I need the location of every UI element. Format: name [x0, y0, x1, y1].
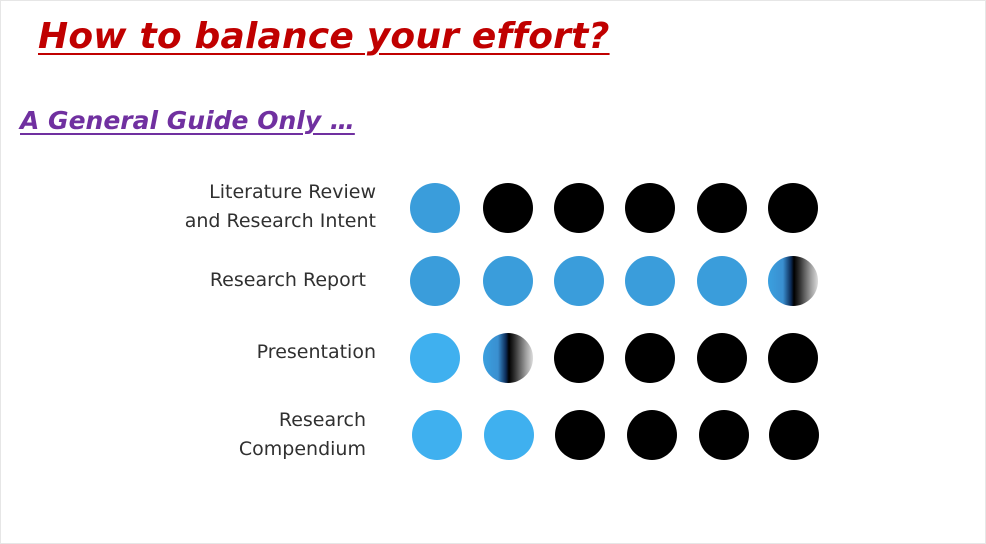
effort-dot-black [769, 410, 819, 460]
effort-dot-black [483, 183, 533, 233]
row-label-line: Compendium [238, 438, 366, 460]
effort-dot-partial [768, 256, 818, 306]
effort-dot-light [484, 410, 534, 460]
effort-dot-black [554, 333, 604, 383]
effort-dot-blue [625, 256, 675, 306]
effort-dot-black [697, 183, 747, 233]
effort-dot-light [412, 410, 462, 460]
effort-dot-blue [483, 256, 533, 306]
row-label-line: Literature Review [209, 181, 376, 203]
slide-title: How to balance your effort? [38, 16, 610, 57]
effort-dot-blue [554, 256, 604, 306]
effort-dot-black [555, 410, 605, 460]
effort-dot-black [625, 333, 675, 383]
row-label-presentation: Presentation [76, 338, 376, 367]
effort-dot-blue [410, 183, 460, 233]
effort-dot-black [625, 183, 675, 233]
effort-dot-black [627, 410, 677, 460]
row-label-research-report: Research Report [66, 266, 366, 295]
row-label-line: Research [278, 409, 366, 431]
effort-dot-light [410, 333, 460, 383]
effort-dot-partial [483, 333, 533, 383]
row-label-line: Presentation [256, 341, 376, 363]
effort-dot-black [768, 183, 818, 233]
effort-dot-black [768, 333, 818, 383]
row-label-line: Research Report [209, 269, 366, 291]
row-label-line: and Research Intent [184, 210, 376, 232]
effort-dot-blue [697, 256, 747, 306]
effort-dot-blue [410, 256, 460, 306]
effort-dot-black [697, 333, 747, 383]
slide-subtitle: A General Guide Only … [20, 106, 355, 135]
effort-dot-black [554, 183, 604, 233]
row-label-research-compendium: Research Compendium [66, 406, 366, 464]
row-label-literature-review: Literature Review and Research Intent [76, 178, 376, 236]
effort-dot-black [699, 410, 749, 460]
